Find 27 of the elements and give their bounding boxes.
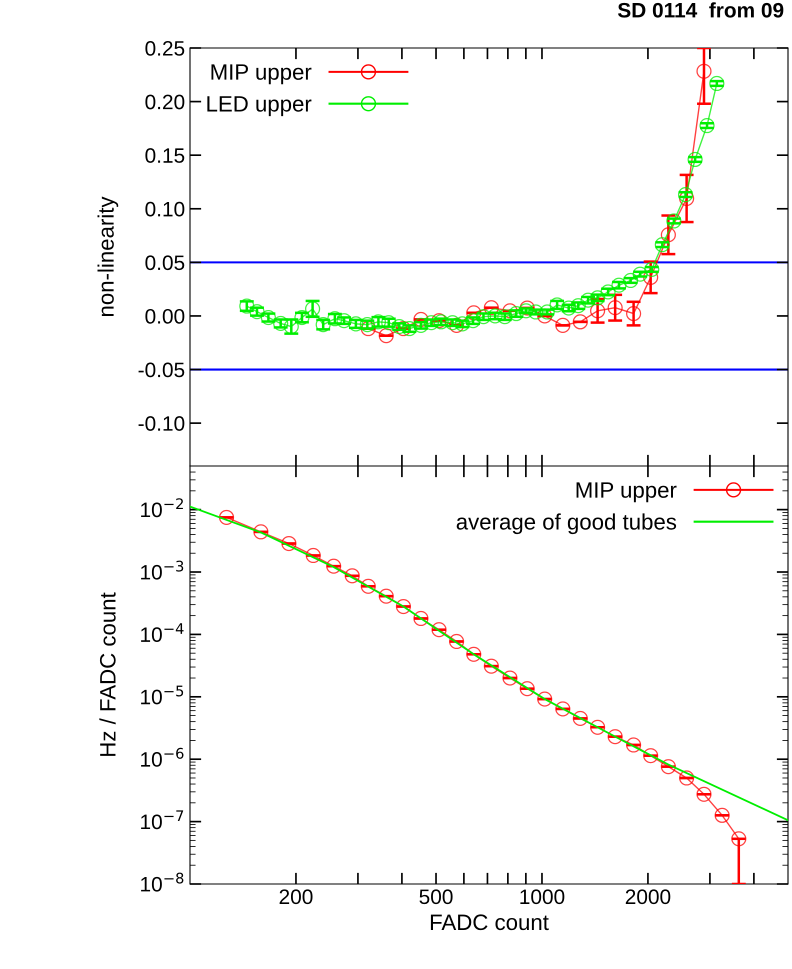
legend-label: MIP upper [576,482,677,502]
y-tick-label: 10$^{−2}$ [141,498,183,518]
y-tick-label: 0.25 [145,41,184,56]
y-tick-label: 0.05 [145,255,184,270]
y-tick-label: 0.10 [145,202,184,217]
y-tick-label: -0.10 [138,416,184,431]
x-tick-label: 500 [419,889,453,904]
chart-title: SD 0114 from 09 [618,2,784,18]
legend-label: average of good tubes [456,513,676,534]
y-tick-label: 0.15 [145,148,184,163]
y-tick-label: 10$^{−4}$ [141,623,184,642]
y-tick-label: 0.00 [145,308,184,324]
x-tick-label: 200 [280,889,313,904]
y-tick-label: 10$^{−3}$ [141,560,184,580]
y-tick-label: -0.05 [138,362,184,378]
y-tick-label: 10$^{−5}$ [141,686,184,704]
x-tick-label: 2000 [626,889,670,904]
y-tick-label: 10$^{−7}$ [141,810,184,830]
y-axis-title: Hz / FADC count [99,592,116,756]
x-tick-label: 1000 [520,889,564,904]
legend-label: LED upper [207,96,312,116]
y-axis-title: non-linearity [98,196,118,316]
y-tick-label: 10$^{−6}$ [141,748,184,767]
y-tick-label: 0.20 [145,94,184,110]
x-axis-title: FADC count [430,914,549,930]
legend-label: MIP upper [211,64,312,84]
y-tick-label: 10$^{−8}$ [141,872,184,892]
